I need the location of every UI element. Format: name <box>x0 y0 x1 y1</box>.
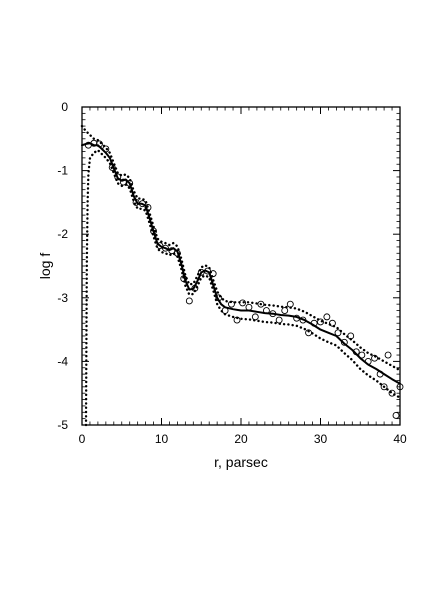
data-point <box>328 319 336 327</box>
data-point <box>233 316 241 324</box>
data-point <box>138 200 146 208</box>
data-point <box>209 270 217 278</box>
data-point <box>352 348 360 356</box>
marker-layer <box>84 139 404 419</box>
data-point <box>108 163 116 171</box>
plot-frame <box>81 106 401 426</box>
data-point <box>323 313 331 321</box>
x-tick-label: 10 <box>155 432 169 446</box>
data-point <box>197 268 205 276</box>
data-point <box>364 357 372 365</box>
data-point <box>185 297 193 305</box>
data-point <box>162 244 169 252</box>
y-tick-label: -1 <box>57 164 68 178</box>
data-point <box>371 354 379 362</box>
data-point <box>262 307 270 314</box>
x-tick-label: 20 <box>234 432 248 446</box>
y-tick-label: -3 <box>57 291 68 305</box>
data-point <box>180 275 188 283</box>
data-point <box>310 319 318 327</box>
x-axis-title: r, parsec <box>214 454 268 470</box>
data-point <box>257 300 265 308</box>
data-point <box>380 383 388 391</box>
y-axis-title: log f <box>37 253 53 280</box>
data-point <box>340 338 348 346</box>
x-tick-labels: 0 10 20 30 40 <box>79 432 407 446</box>
data-point <box>396 383 404 391</box>
data-point <box>132 198 140 206</box>
data-point <box>317 318 324 326</box>
fit-curve-line <box>81 142 401 385</box>
data-point <box>239 299 247 307</box>
x-tick-label: 0 <box>79 432 86 446</box>
data-point <box>299 316 307 324</box>
y-tick-label: -2 <box>57 227 68 241</box>
data-point <box>245 303 253 311</box>
data-point <box>269 310 277 318</box>
data-point <box>221 307 229 314</box>
data-point <box>281 307 289 314</box>
data-point <box>358 351 366 359</box>
data-point <box>392 412 400 419</box>
data-point <box>204 267 212 275</box>
data-point <box>384 351 392 359</box>
series-layer <box>80 124 402 427</box>
confidence-band-line <box>84 148 402 427</box>
data-point <box>114 173 122 181</box>
data-point <box>191 284 199 292</box>
data-point <box>293 314 301 322</box>
data-point <box>168 247 176 255</box>
data-point <box>119 178 127 186</box>
data-point <box>96 140 103 148</box>
axis-ticks <box>81 106 401 426</box>
data-point <box>376 370 384 378</box>
data-point <box>388 389 396 397</box>
y-tick-label: 0 <box>61 100 68 114</box>
data-point <box>102 145 110 153</box>
x-tick-label: 40 <box>393 432 407 446</box>
data-point <box>275 316 283 324</box>
data-point <box>144 204 152 211</box>
data-point <box>228 300 235 308</box>
y-tick-label: -4 <box>57 354 68 368</box>
data-point <box>150 227 158 235</box>
data-point <box>156 242 164 250</box>
data-point <box>305 329 313 337</box>
data-point <box>334 329 342 337</box>
data-point <box>173 249 181 257</box>
data-point <box>347 332 355 340</box>
data-point <box>251 313 259 321</box>
x-tick-label: 30 <box>314 432 328 446</box>
data-point <box>286 300 294 308</box>
data-point <box>215 294 223 302</box>
data-point <box>126 179 134 187</box>
y-tick-labels: 0 -1 -2 -3 -4 -5 <box>57 100 68 432</box>
y-tick-label: -5 <box>57 418 68 432</box>
